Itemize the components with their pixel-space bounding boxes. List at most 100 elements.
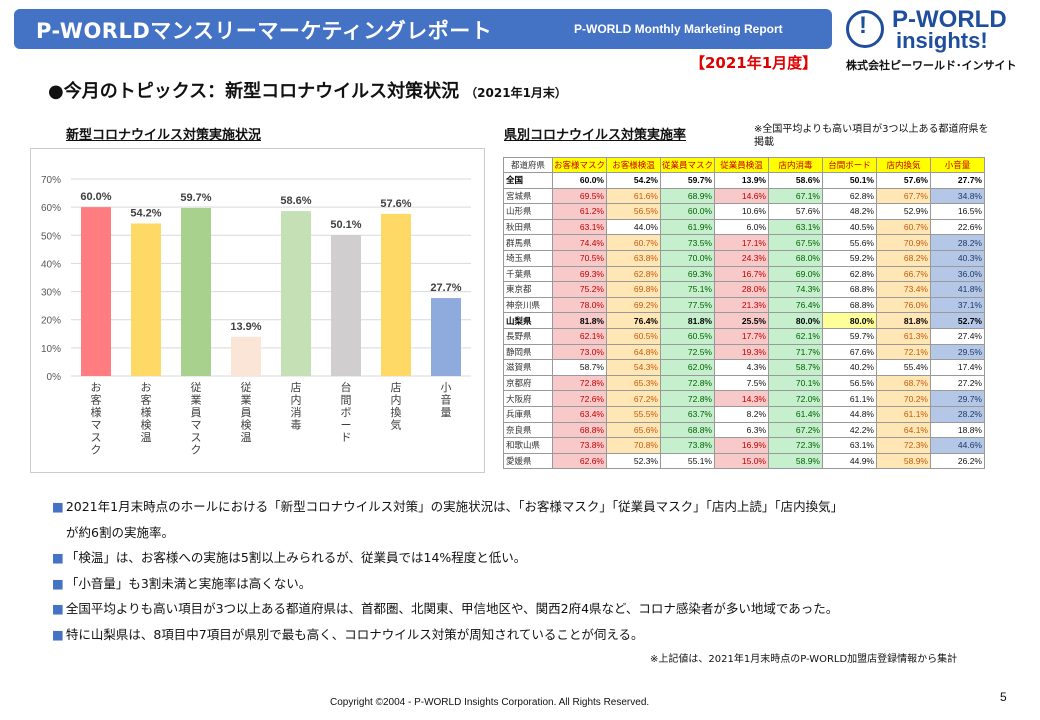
table-cell: 54.2% [606, 172, 661, 189]
table-cell: 61.1% [876, 405, 931, 423]
table-header-row: 都道府県 お客様マスク お客様検温 従業員マスク 従業員検温 店内消毒 台間ボード 店内換気小… [503, 157, 985, 173]
table-cell: 72.3% [768, 437, 823, 454]
table-cell: 58.7% [768, 359, 823, 376]
prefecture-table: 都道府県 お客様マスク お客様検温 従業員マスク 従業員検温 店内消毒 台間ボード 店内換気小… [503, 157, 985, 470]
table-cell: 73.8% [552, 437, 607, 454]
table-cell: 78.0% [552, 296, 607, 314]
column-header: 都道府県 [503, 157, 553, 173]
table-cell: 22.6% [930, 218, 985, 236]
data-label: 54.2% [130, 207, 161, 219]
logo-text-line2: insights! [896, 28, 988, 53]
table-cell: 63.8% [606, 249, 661, 267]
header-bar: P-WORLDマンスリーマーケティングレポート P-WORLD Monthly … [14, 9, 832, 49]
table-cell: 72.5% [660, 343, 715, 361]
bar [81, 207, 111, 376]
table-cell: 55.6% [822, 234, 877, 251]
y-tick-label: 30% [41, 288, 61, 299]
report-title: P-WORLDマンスリーマーケティングレポート [36, 19, 493, 43]
data-label: 13.9% [230, 321, 261, 333]
report-subtitle: P-WORLD Monthly Marketing Report [574, 22, 783, 36]
table-cell: 17.1% [714, 234, 769, 251]
data-label: 59.7% [180, 192, 211, 204]
table-row: 和歌山県 73.8% 70.8% 73.8% 16.9% 72.3% 63.1% 72.3% 4… [503, 437, 985, 454]
prefecture-name: 長野県 [503, 327, 553, 345]
table-cell: 73.0% [552, 343, 607, 361]
table-cell: 18.8% [930, 421, 985, 439]
y-tick-label: 10% [41, 344, 61, 355]
table-cell: 17.7% [714, 327, 769, 345]
table-cell: 68.8% [822, 281, 877, 298]
table-cell: 67.2% [606, 390, 661, 407]
bullet-square-icon: ■ [52, 601, 64, 616]
table-row: 長野県 62.1% 60.5% 60.5% 17.7% 62.1% 59.7% 61.3% 27… [503, 327, 985, 345]
x-tick-label: 店内消毒 [291, 380, 302, 432]
table-cell: 62.8% [606, 265, 661, 283]
table-cell: 72.8% [660, 374, 715, 392]
table-cell: 73.4% [876, 281, 931, 298]
table-row: 群馬県 74.4% 60.7% 73.5% 17.1% 67.5% 55.6% 70.9% 28… [503, 234, 985, 251]
table-cell: 62.1% [768, 327, 823, 345]
table-cell: 58.9% [876, 452, 931, 470]
prefecture-name: 宮城県 [503, 187, 553, 205]
logo-mark: ! [859, 12, 867, 39]
report-month: 【2021年1月度】 [690, 54, 818, 72]
table-cell: 65.6% [606, 421, 661, 439]
table-cell: 27.7% [930, 172, 985, 189]
chart-section-title: 新型コロナウイルス対策実施状況 [66, 128, 262, 143]
table-cell: 56.5% [606, 203, 661, 220]
table-cell: 44.9% [822, 452, 877, 470]
bullet-text: が約6割の実施率。 [66, 524, 174, 540]
bar [181, 207, 211, 376]
prefecture-name: 奈良県 [503, 421, 553, 439]
table-cell: 59.7% [660, 172, 715, 189]
table-cell: 69.5% [552, 187, 607, 205]
column-header: 小音量 [930, 157, 985, 173]
table-cell: 70.8% [606, 437, 661, 454]
table-cell: 81.8% [660, 312, 715, 329]
table-cell: 21.3% [714, 296, 769, 314]
prefecture-name: 山梨県 [503, 312, 553, 329]
table-cell: 40.3% [930, 249, 985, 267]
table-cell: 68.8% [552, 421, 607, 439]
table-row: 東京都 75.2% 69.8% 75.1% 28.0% 74.3% 68.8% 73.4% 41… [503, 281, 985, 298]
table-cell: 67.2% [768, 421, 823, 439]
table-row: 埼玉県 70.5% 63.8% 70.0% 24.3% 68.0% 59.2% 68.2% 40… [503, 249, 985, 267]
table-cell: 52.3% [606, 452, 661, 470]
table-cell: 26.2% [930, 452, 985, 470]
table-cell: 80.0% [768, 312, 823, 329]
table-cell: 61.3% [876, 327, 931, 345]
table-cell: 8.2% [714, 405, 769, 423]
prefecture-name: 和歌山県 [503, 437, 553, 454]
table-cell: 81.8% [552, 312, 607, 329]
y-tick-label: 20% [41, 316, 61, 327]
table-cell: 67.7% [876, 187, 931, 205]
topic-title: ●今月のトピックス：新型コロナウイルス対策状況 [48, 81, 460, 102]
table-row: 静岡県 73.0% 64.8% 72.5% 19.3% 71.7% 67.6% 72.1% 29… [503, 343, 985, 361]
prefecture-name: 京都府 [503, 374, 553, 392]
bullet-item: が約6割の実施率。 [52, 520, 1012, 546]
prefecture-name: 東京都 [503, 281, 553, 298]
table-cell: 4.3% [714, 359, 769, 376]
table-cell: 59.2% [822, 249, 877, 267]
table-cell: 69.2% [606, 296, 661, 314]
table-cell: 61.1% [822, 390, 877, 407]
column-header: お客様検温 [606, 157, 661, 173]
table-cell: 72.3% [876, 437, 931, 454]
table-cell: 54.3% [606, 359, 661, 376]
bar [231, 336, 261, 376]
prefecture-name: 静岡県 [503, 343, 553, 361]
table-row: 滋賀県 58.7% 54.3% 62.0% 4.3% 58.7% 40.2% 55.4% 17.… [503, 359, 985, 376]
table-cell: 13.9% [714, 172, 769, 189]
table-cell: 67.1% [768, 187, 823, 205]
table-cell: 60.0% [660, 203, 715, 220]
topic-date: （2021年1月末） [465, 86, 567, 100]
source-note: ※上記値は、2021年1月末時点のP-WORLD加盟店登録情報から集計 [650, 654, 958, 665]
table-cell: 55.5% [606, 405, 661, 423]
pworld-logo: ! P-WORLD insights! [846, 6, 1031, 58]
table-cell: 75.2% [552, 281, 607, 298]
table-row: 愛媛県 62.6% 52.3% 55.1% 15.0% 58.9% 44.9% 58.9% 26… [503, 452, 985, 470]
bullet-square-icon: ■ [52, 575, 64, 591]
table-cell: 36.0% [930, 265, 985, 283]
table-row: 山形県 61.2% 56.5% 60.0% 10.6% 57.6% 48.2% 52.9% 16… [503, 203, 985, 220]
column-header: お客様マスク [552, 157, 607, 173]
